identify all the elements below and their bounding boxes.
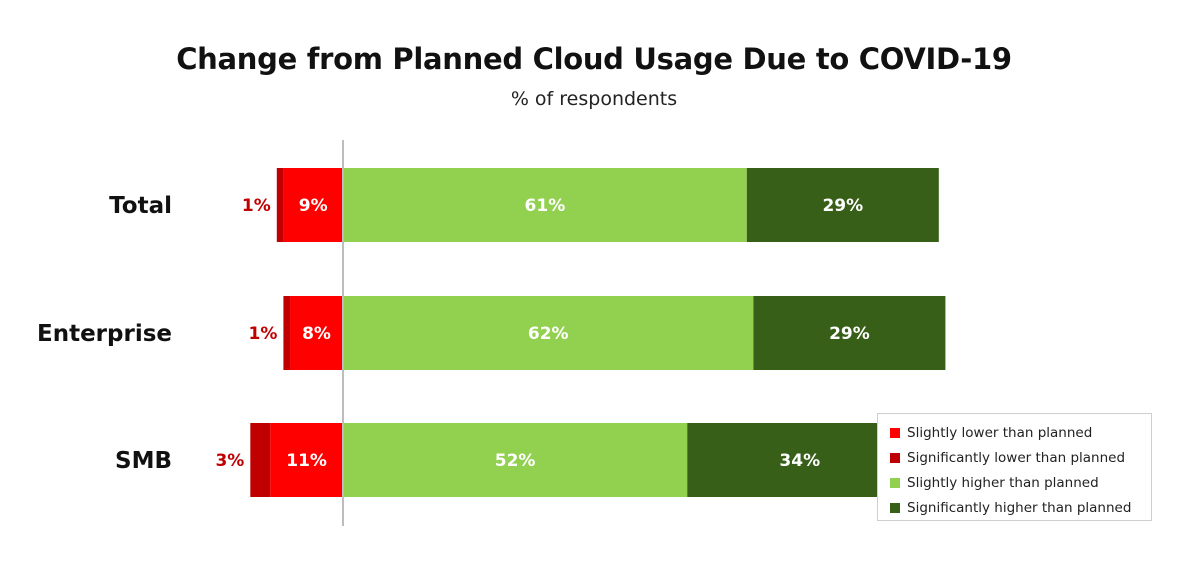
label-slightly-lower-enterprise: 8%: [302, 324, 331, 344]
bar-significantly-lower-smb: [250, 423, 271, 497]
category-label-smb: SMB: [115, 448, 172, 474]
label-significantly-higher-smb: 34%: [779, 451, 820, 471]
label-slightly-lower-smb: 11%: [286, 451, 327, 471]
legend-swatch: [890, 427, 900, 438]
legend-item: Significantly lower than planned: [890, 445, 1151, 470]
legend-swatch: [890, 452, 900, 463]
legend-label: Significantly lower than planned: [907, 449, 1126, 466]
legend-item: Slightly lower than planned: [890, 420, 1151, 445]
chart-title: Change from Planned Cloud Usage Due to C…: [176, 42, 1012, 76]
bar-significantly-lower-total: [276, 168, 284, 242]
category-label-total: Total: [109, 193, 172, 219]
legend: Slightly lower than planned Significantly…: [877, 413, 1152, 521]
label-slightly-higher-total: 61%: [525, 196, 566, 216]
category-label-enterprise: Enterprise: [37, 321, 172, 347]
label-significantly-lower-total: 1%: [242, 196, 271, 216]
legend-item: Slightly higher than planned: [890, 470, 1151, 495]
legend-label: Significantly higher than planned: [907, 499, 1132, 516]
bar-significantly-higher-total: [746, 168, 939, 242]
legend-label: Slightly lower than planned: [907, 424, 1093, 441]
legend-item: Significantly higher than planned: [890, 495, 1151, 520]
bar-slightly-lower-enterprise: [290, 296, 343, 370]
legend-swatch: [890, 477, 900, 488]
bar-slightly-lower-smb: [270, 423, 343, 497]
legend-swatch: [890, 502, 900, 513]
bar-significantly-higher-smb: [687, 423, 913, 497]
chart-subtitle: % of respondents: [510, 88, 678, 110]
label-significantly-lower-enterprise: 1%: [249, 324, 278, 344]
bar-slightly-higher-enterprise: [343, 296, 754, 370]
label-significantly-higher-total: 29%: [822, 196, 863, 216]
bar-significantly-higher-enterprise: [753, 296, 946, 370]
label-significantly-lower-smb: 3%: [215, 451, 244, 471]
label-significantly-higher-enterprise: 29%: [829, 324, 870, 344]
legend-label: Slightly higher than planned: [907, 474, 1099, 491]
bar-slightly-lower-total: [283, 168, 343, 242]
label-slightly-lower-total: 9%: [299, 196, 328, 216]
bar-slightly-higher-smb: [343, 423, 688, 497]
bar-slightly-higher-total: [343, 168, 747, 242]
label-slightly-higher-enterprise: 62%: [528, 324, 569, 344]
label-slightly-higher-smb: 52%: [495, 451, 536, 471]
bar-significantly-lower-enterprise: [283, 296, 291, 370]
